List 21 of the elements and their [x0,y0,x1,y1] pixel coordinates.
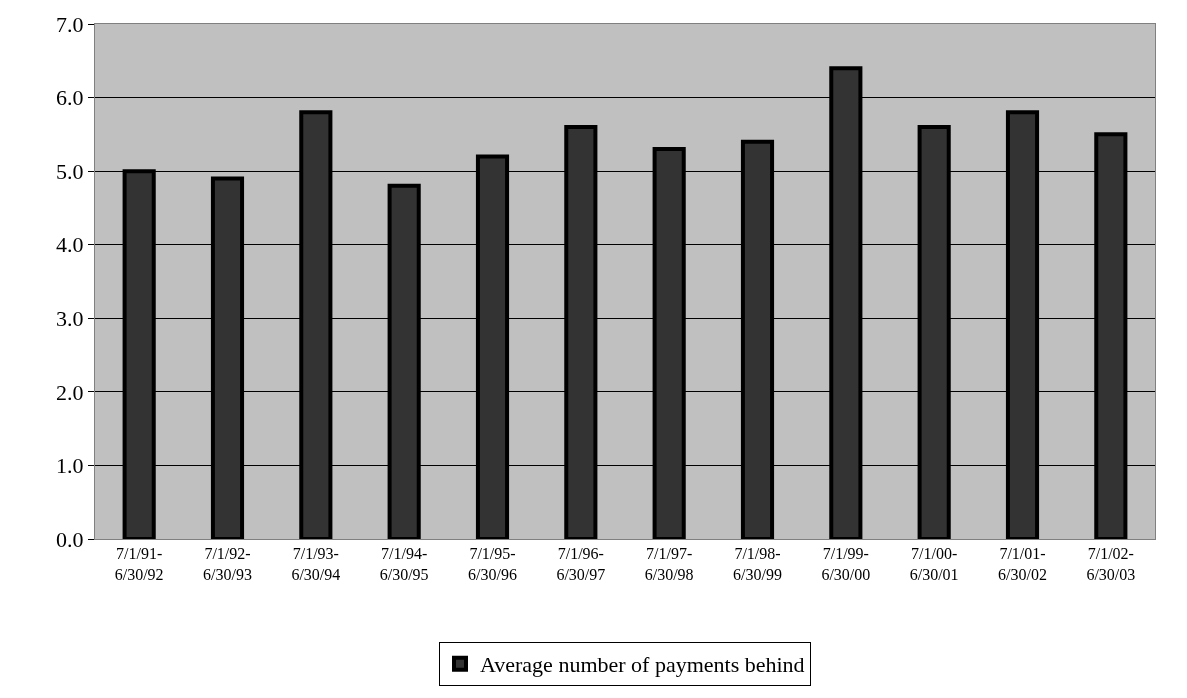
y-tick-label: 0.0 [56,526,84,552]
y-tick-label: 3.0 [56,305,84,331]
legend-label: Average number of payments behind [480,652,805,678]
x-tick-label: 7/1/00- 6/30/01 [909,545,959,583]
y-tick-label: 5.0 [56,158,84,184]
x-tick-label: 7/1/93- 6/30/94 [291,545,341,583]
y-tick-label: 4.0 [56,232,84,258]
x-tick-label: 7/1/02- 6/30/03 [1086,545,1136,583]
x-tick-label: 7/1/01- 6/30/02 [998,545,1047,583]
y-tick-label: 7.0 [56,11,84,37]
x-tick-label: 7/1/97- 6/30/98 [644,545,694,583]
x-tick-label: 7/1/95- 6/30/96 [468,545,517,583]
y-tick-label: 6.0 [56,85,84,111]
x-tick-label: 7/1/96- 6/30/97 [556,545,606,583]
x-tick-label: 7/1/99- 6/30/00 [821,545,871,583]
y-tick-label: 2.0 [56,379,84,405]
x-tick-label: 7/1/91- 6/30/92 [114,545,164,583]
x-tick-label: 7/1/92- 6/30/93 [203,545,252,583]
y-tick-label: 1.0 [56,453,84,479]
x-tick-label: 7/1/98- 6/30/99 [733,545,782,583]
x-tick-label: 7/1/94- 6/30/95 [379,545,429,583]
